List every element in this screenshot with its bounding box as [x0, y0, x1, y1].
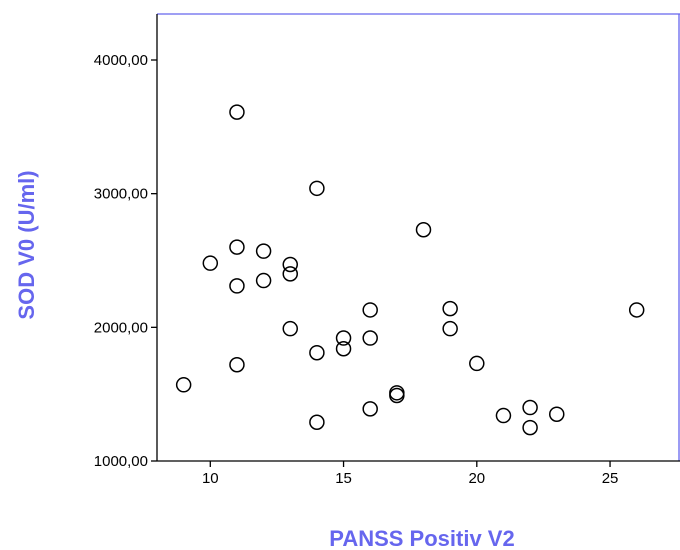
x-axis-title: PANSS Positiv V2 — [329, 526, 514, 550]
data-point — [549, 406, 565, 422]
data-points — [175, 104, 645, 436]
y-tick-label: 3000,00 — [94, 186, 148, 203]
data-point — [255, 272, 272, 289]
data-point — [282, 266, 298, 282]
data-point — [175, 377, 192, 393]
data-point — [362, 330, 378, 346]
data-point — [522, 419, 538, 436]
x-tick-label: 25 — [602, 470, 619, 487]
y-tick-label: 1000,00 — [94, 453, 148, 470]
x-tick-label: 20 — [468, 470, 485, 487]
x-tick-label: 15 — [335, 470, 352, 487]
plot-frame — [157, 13, 680, 461]
y-tick-label: 2000,00 — [94, 319, 148, 336]
data-point — [229, 278, 245, 294]
data-point — [628, 302, 645, 318]
data-point — [495, 407, 512, 424]
data-point — [255, 243, 272, 259]
data-point — [442, 300, 458, 317]
data-point — [415, 222, 432, 238]
y-tick-label: 4000,00 — [94, 52, 148, 69]
data-point — [469, 355, 485, 372]
data-point — [522, 399, 538, 416]
data-point — [309, 414, 325, 430]
data-point — [282, 320, 298, 337]
data-point — [229, 239, 245, 255]
data-point — [229, 104, 245, 120]
x-tick-label: 10 — [202, 470, 219, 487]
y-axis: 1000,00 2000,00 3000,00 4000,00 — [94, 14, 158, 470]
data-point — [389, 387, 405, 404]
data-point — [362, 302, 378, 318]
x-axis: 10 15 20 25 — [157, 460, 680, 487]
data-point — [229, 357, 245, 373]
data-point — [335, 340, 352, 357]
data-point — [202, 255, 219, 271]
data-point — [362, 401, 378, 417]
y-axis-title: SOD V0 (U/ml) — [14, 170, 39, 319]
data-point — [335, 330, 352, 346]
data-point — [309, 180, 325, 197]
data-point — [282, 256, 298, 273]
data-point — [442, 320, 458, 337]
data-point — [309, 344, 325, 361]
